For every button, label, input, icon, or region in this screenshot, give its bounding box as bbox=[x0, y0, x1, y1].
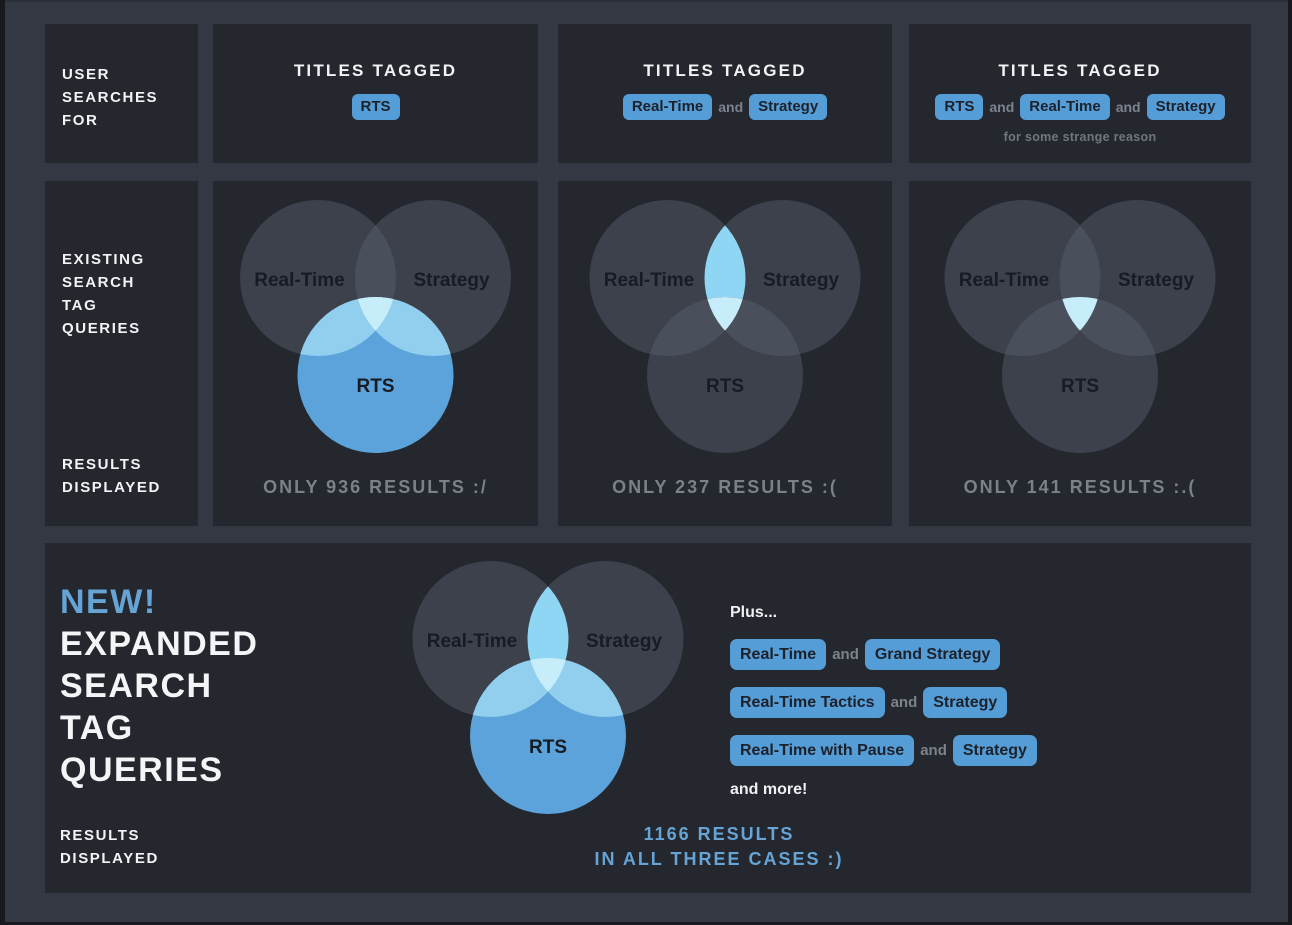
plus-query-row: Real-Time with Pause and Strategy bbox=[730, 735, 1037, 766]
overlap-realtime-rts bbox=[647, 297, 746, 356]
venn-diagram: Real-Time Strategy RTS bbox=[589, 200, 861, 453]
circle-label-real-time: Real-Time bbox=[604, 270, 694, 291]
venn-diagram: Real-Time Strategy RTS bbox=[412, 561, 684, 814]
overlap-realtime-rts bbox=[1002, 297, 1101, 356]
panel-title: TITLES TAGGED bbox=[998, 61, 1162, 80]
venn-diagram: Real-Time Strategy RTS bbox=[240, 200, 511, 453]
label-line: IN ALL THREE CASES :) bbox=[594, 848, 844, 869]
circle-label-real-time: Real-Time bbox=[959, 270, 1049, 291]
label-line: RESULTS bbox=[62, 456, 143, 473]
tag-pill: Real-Time Tactics bbox=[730, 687, 885, 718]
titles-tagged-panel-3: TITLES TAGGED RTS and Real-Time and Strategy… bbox=[909, 24, 1251, 163]
label-line: DISPLAYED bbox=[60, 850, 159, 867]
label-line: QUERIES bbox=[60, 751, 224, 789]
results-displayed-label: RESULTS DISPLAYED bbox=[62, 453, 161, 499]
circle-label-strategy: Strategy bbox=[413, 270, 489, 291]
tag-pill: Strategy bbox=[749, 94, 828, 120]
plus-intro: Plus... bbox=[730, 604, 778, 621]
label-line: SEARCH bbox=[60, 667, 213, 705]
circle-label-rts: RTS bbox=[357, 376, 395, 397]
section-title-block: NEW! EXPANDED SEARCH TAG QUERIES bbox=[60, 581, 258, 791]
label-line: SEARCH bbox=[62, 274, 135, 291]
venn-panel-realtime-strategy: Real-Time Strategy RTS ONLY 237 RESULTS :( bbox=[558, 181, 892, 526]
venn-host: Real-Time Strategy RTS bbox=[213, 181, 538, 481]
and-separator: and bbox=[718, 99, 744, 115]
and-separator: and bbox=[1115, 99, 1141, 115]
venn-panel-rts: Real-Time Strategy RTS ONLY 936 RESULTS :/ bbox=[213, 181, 538, 526]
overlap-strategy-rts bbox=[355, 297, 454, 356]
label-line: TAG bbox=[62, 297, 98, 314]
venn-diagram: Real-Time Strategy RTS bbox=[944, 200, 1216, 453]
panel-title: TITLES TAGGED bbox=[643, 61, 807, 80]
panel-title: TITLES TAGGED bbox=[293, 61, 458, 80]
query-tags: RTS bbox=[351, 94, 400, 120]
label-line: QUERIES bbox=[62, 320, 141, 337]
and-separator: and bbox=[832, 646, 859, 663]
user-searches-for-label: USER SEARCHES FOR bbox=[45, 24, 198, 163]
tag-pill: Real-Time bbox=[622, 94, 713, 120]
new-badge: NEW! bbox=[60, 583, 157, 621]
plus-query-row: Real-Time Tactics and Strategy bbox=[730, 687, 1037, 718]
venn-host: Real-Time Strategy RTS bbox=[909, 181, 1251, 481]
tag-pill: RTS bbox=[935, 94, 984, 120]
overlap-realtime-rts bbox=[470, 658, 569, 717]
circle-label-strategy: Strategy bbox=[1118, 270, 1194, 291]
and-separator: and bbox=[890, 694, 918, 711]
overlap-strategy-rts bbox=[704, 297, 803, 356]
label-line: SEARCHES bbox=[62, 89, 159, 106]
query-tags: RTS and Real-Time and Strategy bbox=[935, 94, 1225, 120]
label-line: EXISTING bbox=[62, 251, 145, 268]
venn-panel-all-three: Real-Time Strategy RTS ONLY 141 RESULTS :.… bbox=[909, 181, 1251, 526]
existing-search-tag-queries-label: EXISTING SEARCH TAG QUERIES bbox=[62, 248, 145, 340]
circle-label-strategy: Strategy bbox=[586, 631, 662, 652]
tag-pill: Grand Strategy bbox=[864, 639, 1001, 670]
overlap-strategy-rts bbox=[527, 658, 626, 717]
label-line: EXPANDED bbox=[60, 625, 259, 663]
overlap-realtime-rts bbox=[297, 297, 396, 356]
label-line: RESULTS bbox=[60, 827, 141, 844]
total-results-text: 1166 RESULTS IN ALL THREE CASES :) bbox=[529, 822, 909, 871]
venn-result: ONLY 237 RESULTS :( bbox=[612, 477, 838, 497]
label-line: FOR bbox=[62, 112, 99, 129]
existing-queries-label-panel: EXISTING SEARCH TAG QUERIES RESULTS DISPLAYE… bbox=[45, 181, 198, 526]
new-expanded-queries-panel: NEW! EXPANDED SEARCH TAG QUERIES RESULTS DIS… bbox=[45, 543, 1251, 893]
circle-label-real-time: Real-Time bbox=[254, 270, 344, 291]
venn-host: Real-Time Strategy RTS bbox=[558, 181, 892, 481]
titles-tagged-panel-1: TITLES TAGGED RTS bbox=[213, 24, 538, 163]
and-separator: and bbox=[989, 99, 1015, 115]
tag-pill: Real-Time with Pause bbox=[730, 735, 915, 766]
query-tags: Real-Time and Strategy bbox=[622, 94, 828, 120]
label-line: USER bbox=[62, 66, 111, 83]
venn-result: ONLY 141 RESULTS :.( bbox=[963, 477, 1197, 497]
tag-pill: RTS bbox=[351, 94, 400, 120]
tag-pill: Real-Time bbox=[1020, 94, 1110, 120]
section-title: EXPANDED SEARCH TAG QUERIES bbox=[60, 623, 258, 791]
circle-label-real-time: Real-Time bbox=[427, 631, 517, 652]
and-separator: and bbox=[920, 742, 947, 759]
circle-label-strategy: Strategy bbox=[763, 270, 839, 291]
overlap-strategy-rts bbox=[1059, 297, 1158, 356]
tag-pill: Real-Time bbox=[730, 639, 827, 670]
titles-tagged-panel-2: TITLES TAGGED Real-Time and Strategy bbox=[558, 24, 892, 163]
results-displayed-label: RESULTS DISPLAYED bbox=[60, 824, 159, 870]
strange-reason-note: for some strange reason bbox=[1003, 130, 1157, 144]
label-line: DISPLAYED bbox=[62, 479, 161, 496]
and-more-text: and more! bbox=[730, 781, 808, 798]
tag-pill: Strategy bbox=[952, 735, 1037, 766]
label-line: 1166 RESULTS bbox=[643, 824, 795, 844]
circle-label-rts: RTS bbox=[529, 737, 567, 758]
venn-result: ONLY 936 RESULTS :/ bbox=[263, 477, 488, 497]
tag-pill: Strategy bbox=[1146, 94, 1225, 120]
circle-label-rts: RTS bbox=[1061, 376, 1099, 397]
plus-query-row: Real-Time and Grand Strategy bbox=[730, 639, 1037, 670]
venn-host-expanded: Real-Time Strategy RTS bbox=[410, 559, 686, 821]
plus-queries-block: Plus... Real-Time and Grand Strategy Real-… bbox=[730, 604, 1037, 799]
circle-label-rts: RTS bbox=[706, 376, 744, 397]
tag-pill: Strategy bbox=[923, 687, 1008, 718]
label-line: TAG bbox=[60, 709, 134, 747]
